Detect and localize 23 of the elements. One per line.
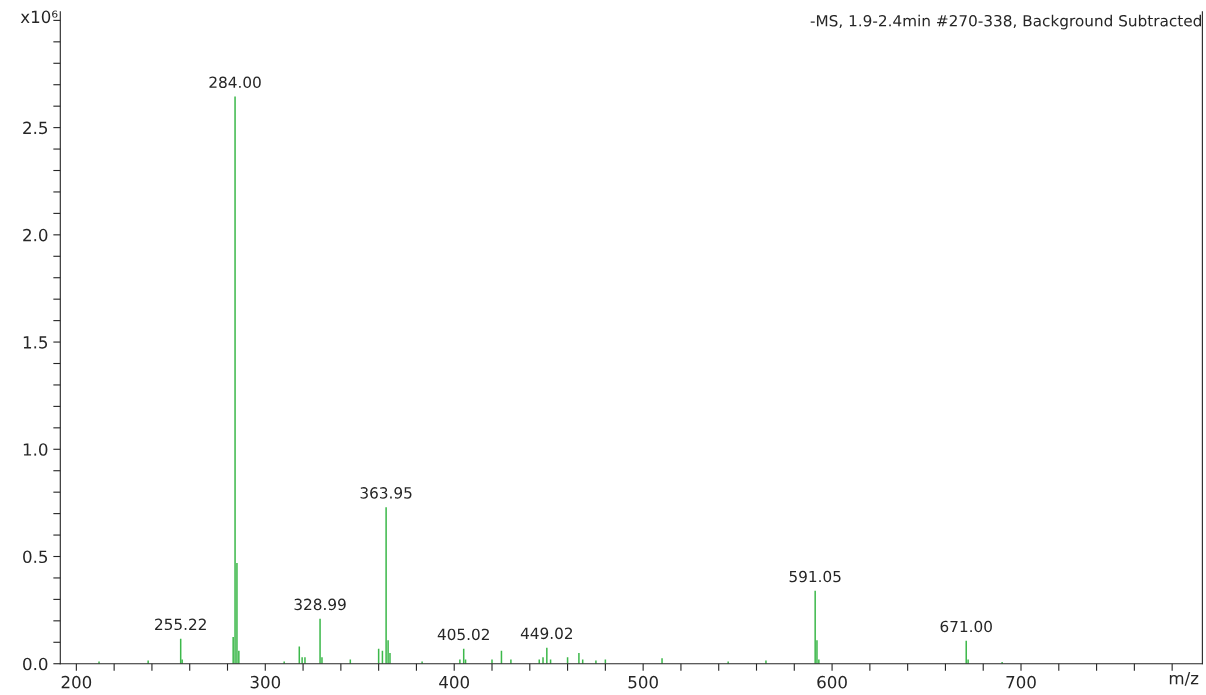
chart-title: -MS, 1.9-2.4min #270-338, Background Subtracted [810, 14, 1201, 30]
x-tick-label: 400 [439, 675, 470, 689]
y-tick-label: 1.5 [23, 336, 48, 349]
y-axis-title: x10⁶ [20, 10, 58, 24]
y-tick-label: 0.0 [23, 657, 48, 671]
annotation: 449.02 [520, 627, 573, 640]
y-tick-label: 0.5 [23, 550, 48, 564]
x-tick-label: 700 [1006, 675, 1036, 689]
annotation: 255.22 [155, 618, 206, 631]
y-tick-label: 2.5 [23, 121, 48, 135]
x-axis-title: m/z [1169, 672, 1199, 686]
annotation: 328.99 [294, 598, 346, 611]
x-tick-label: 500 [628, 675, 658, 689]
annotation: 591.05 [789, 570, 841, 583]
annotation: 363.95 [360, 487, 412, 499]
y-tick-label: 2.0 [23, 228, 48, 242]
annotation: 671.00 [940, 620, 992, 633]
x-tick-label: 200 [61, 675, 92, 689]
annotation: 284.00 [209, 76, 261, 88]
x-tick-label: 600 [817, 675, 847, 689]
x-tick-label: 300 [250, 675, 281, 689]
annotation: 405.02 [437, 628, 489, 641]
y-tick-label: 1.0 [23, 443, 48, 456]
